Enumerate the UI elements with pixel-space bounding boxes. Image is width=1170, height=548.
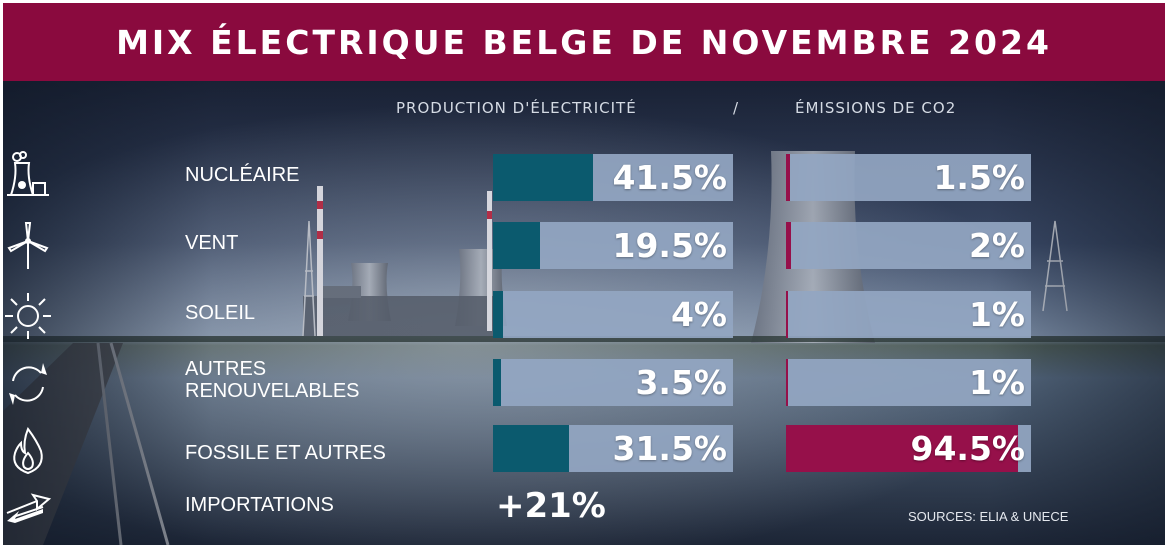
emissions-bar-fill-fossile	[786, 425, 1018, 472]
emissions-bar-track-fossile: 94.5%	[786, 425, 1031, 472]
imports-label: IMPORTATIONS	[185, 494, 334, 516]
recycle-icon	[9, 363, 47, 405]
emissions-bar-track-autres-renouvelables: 1%	[786, 359, 1031, 406]
production-bar-track-soleil: 4%	[493, 291, 733, 338]
production-value-fossile: 31.5%	[612, 429, 728, 468]
production-value-vent: 19.5%	[612, 226, 728, 265]
chart-area: PRODUCTION D'ÉLECTRICITÉ / ÉMISSIONS DE …	[3, 81, 1165, 545]
emissions-bar-fill-nucleaire	[786, 154, 790, 201]
production-bar-track-fossile: 31.5%	[493, 425, 733, 472]
production-bar-track-vent: 19.5%	[493, 222, 733, 269]
production-bar-fill-fossile	[493, 425, 569, 472]
emissions-bar-fill-vent	[786, 222, 791, 269]
production-bar-track-nucleaire: 41.5%	[493, 154, 733, 201]
production-header: PRODUCTION D'ÉLECTRICITÉ	[396, 99, 637, 117]
category-label-soleil: SOLEIL	[185, 302, 256, 324]
title-banner: MIX ÉLECTRIQUE BELGE DE NOVEMBRE 2024	[3, 3, 1165, 81]
emissions-value-fossile: 94.5%	[910, 429, 1026, 468]
emissions-value-autres-renouvelables: 1%	[968, 363, 1025, 402]
emissions-value-nucleaire: 1.5%	[933, 158, 1025, 197]
sun-icon	[5, 293, 51, 339]
wind-turbine-icon	[7, 222, 49, 269]
production-value-autres-renouvelables: 3.5%	[635, 363, 727, 402]
exchange-arrows-icon	[6, 493, 52, 523]
production-bar-track-autres-renouvelables: 3.5%	[493, 359, 733, 406]
emissions-value-vent: 2%	[968, 226, 1025, 265]
emissions-value-soleil: 1%	[968, 295, 1025, 334]
production-bar-fill-nucleaire	[493, 154, 593, 201]
production-value-nucleaire: 41.5%	[612, 158, 728, 197]
emissions-bar-track-vent: 2%	[786, 222, 1031, 269]
category-label-fossile: FOSSILE ET AUTRES	[185, 442, 386, 464]
production-bar-fill-vent	[493, 222, 540, 269]
flame-icon	[13, 427, 43, 475]
emissions-header: ÉMISSIONS DE CO2	[795, 99, 957, 117]
infographic-title: MIX ÉLECTRIQUE BELGE DE NOVEMBRE 2024	[116, 22, 1052, 62]
emissions-bar-fill-autres-renouvelables	[786, 359, 789, 406]
header-separator: /	[733, 99, 740, 117]
emissions-bar-track-nucleaire: 1.5%	[786, 154, 1031, 201]
category-label-nucleaire: NUCLÉAIRE	[185, 164, 300, 186]
emissions-bar-fill-soleil	[786, 291, 789, 338]
production-bar-fill-autres-renouvelables	[493, 359, 502, 406]
sources-note: SOURCES: ELIA & UNECE	[908, 509, 1069, 524]
category-label-autres-renouvelables: AUTRES RENOUVELABLES	[185, 358, 360, 402]
imports-value: +21%	[496, 486, 606, 526]
production-value-soleil: 4%	[670, 295, 727, 334]
emissions-bar-track-soleil: 1%	[786, 291, 1031, 338]
production-bar-fill-soleil	[493, 291, 503, 338]
category-label-vent: VENT	[185, 232, 239, 254]
nuclear-plant-icon	[7, 151, 49, 196]
